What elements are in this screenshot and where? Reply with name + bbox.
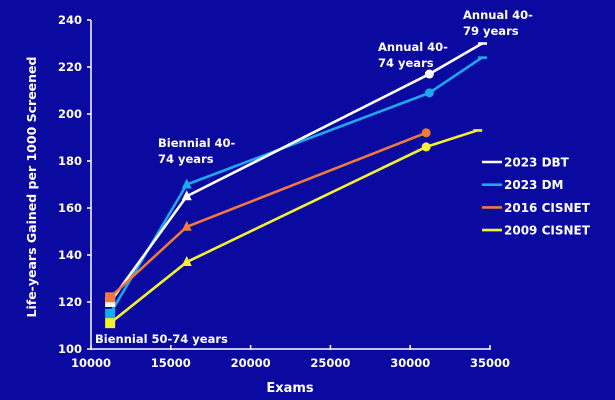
y-axis: 100 120 140 160 180 200 220 240: [58, 13, 92, 356]
legend-item: 2009 CISNET: [482, 224, 591, 238]
square-marker: [105, 308, 116, 319]
legend-label: 2023 DM: [504, 178, 563, 192]
series-2009-cisnet: [105, 129, 483, 329]
annotation-label: Annual 40-79 years: [463, 8, 533, 38]
series-2023-dbt: [105, 42, 488, 307]
triangle-marker: [181, 178, 192, 189]
legend: 2023 DBT 2023 DM 2016 CISNET 2009 CISNET: [482, 156, 591, 238]
x-axis-label: Exams: [266, 381, 314, 396]
y-tick-label: 140: [58, 248, 82, 262]
x-axis: 10000 15000 20000 25000 30000 35000: [71, 345, 510, 370]
annotation-label: Biennial 50-74 years: [95, 332, 228, 346]
square-marker: [105, 318, 116, 329]
x-tick-label: 10000: [71, 356, 111, 370]
legend-label: 2023 DBT: [504, 156, 570, 170]
x-tick-label: 15000: [151, 356, 191, 370]
series-2023-dm: [105, 56, 488, 319]
series-2016-cisnet: [105, 128, 431, 303]
circle-marker: [424, 69, 434, 79]
circle-marker: [424, 88, 434, 98]
legend-item: 2023 DBT: [482, 156, 570, 170]
y-tick-label: 200: [58, 107, 82, 121]
legend-label: 2016 CISNET: [504, 201, 591, 215]
legend-label: 2009 CISNET: [504, 224, 591, 238]
annotation-label: Annual 40-74 years: [378, 40, 448, 70]
y-tick-label: 240: [58, 13, 82, 27]
y-tick-label: 120: [58, 295, 82, 309]
triangle-marker: [181, 220, 192, 231]
y-tick-label: 180: [58, 154, 82, 168]
y-axis-label: Life-years Gained per 1000 Screened: [24, 57, 39, 318]
x-tick-label: 20000: [231, 356, 271, 370]
x-tick-label: 35000: [470, 356, 510, 370]
legend-item: 2016 CISNET: [482, 201, 591, 215]
circle-marker: [421, 142, 431, 152]
triangle-marker: [181, 190, 192, 201]
triangle-marker: [181, 256, 192, 267]
x-tick-label: 30000: [390, 356, 430, 370]
square-marker: [105, 292, 116, 303]
series-lines: [105, 42, 488, 329]
annotation-label: Biennial 40-74 years: [158, 136, 236, 166]
circle-marker: [421, 128, 431, 138]
x-tick-label: 25000: [310, 356, 350, 370]
y-tick-label: 100: [58, 342, 82, 356]
y-tick-label: 160: [58, 201, 82, 215]
legend-item: 2023 DM: [482, 178, 563, 192]
annotations: Biennial 50-74 years Biennial 40-74 years…: [95, 8, 533, 346]
y-tick-label: 220: [58, 60, 82, 74]
